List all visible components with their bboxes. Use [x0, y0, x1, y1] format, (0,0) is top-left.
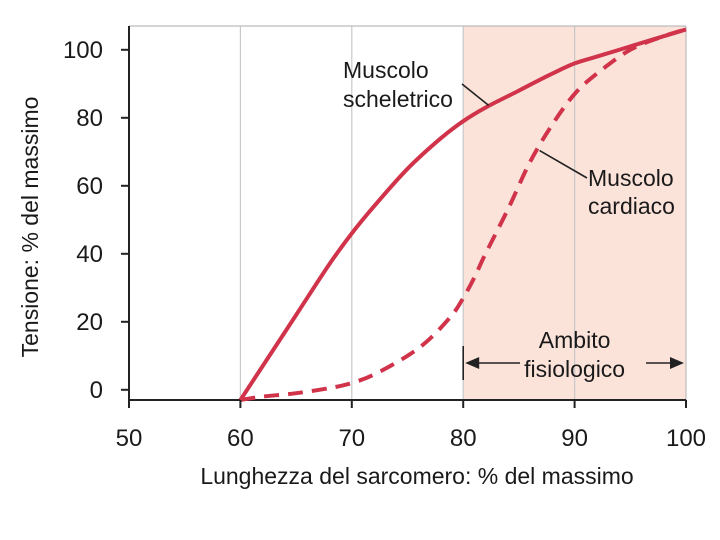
y-axis-label: Tensione: % del massimo: [17, 97, 43, 358]
y-tick-label-40: 40: [76, 241, 103, 268]
label-skeletal-line-0: Muscolo: [343, 57, 429, 83]
label-skeletal-muscle: Muscolo scheletrico: [343, 57, 453, 112]
y-tick-label-80: 80: [76, 105, 103, 132]
y-tick-label-20: 20: [76, 309, 103, 336]
y-tick-label-0: 0: [90, 377, 103, 404]
series-line-skeletal: [238, 27, 687, 402]
tick-labels: 50 60 70 80 90 100 0 20 40 60 80 100: [63, 37, 706, 452]
range-arrowhead-left: [465, 357, 480, 369]
label-cardiac-line-0: Muscolo: [588, 165, 674, 191]
range-arrowhead-right: [670, 357, 684, 369]
x-axis-label: Lunghezza del sarcomero: % del massimo: [200, 463, 633, 489]
series-line-cardiac: [240, 27, 687, 402]
label-range-line-1: fisiologico: [524, 356, 625, 382]
series-lines: [238, 27, 687, 402]
label-range-line-0: Ambito: [539, 327, 611, 353]
x-tick-label-60: 60: [227, 425, 254, 452]
x-tick-label-100: 100: [666, 425, 706, 452]
x-tick-label-90: 90: [561, 425, 588, 452]
y-tick-label-100: 100: [63, 37, 103, 64]
y-tick-label-60: 60: [76, 173, 103, 200]
label-physiological-range: Ambito fisiologico: [524, 327, 625, 382]
label-skeletal-line-1: scheletrico: [343, 86, 453, 112]
x-tick-label-50: 50: [116, 425, 143, 452]
leader-skeletal: [461, 83, 490, 107]
leader-cardiac: [539, 149, 588, 179]
plot-frame: [128, 25, 687, 401]
grid-lines: [239, 26, 576, 400]
label-cardiac-line-1: cardiaco: [588, 193, 675, 219]
x-tick-label-80: 80: [450, 425, 477, 452]
x-tick-label-70: 70: [338, 425, 365, 452]
label-cardiac-muscle: Muscolo cardiaco: [588, 165, 675, 219]
